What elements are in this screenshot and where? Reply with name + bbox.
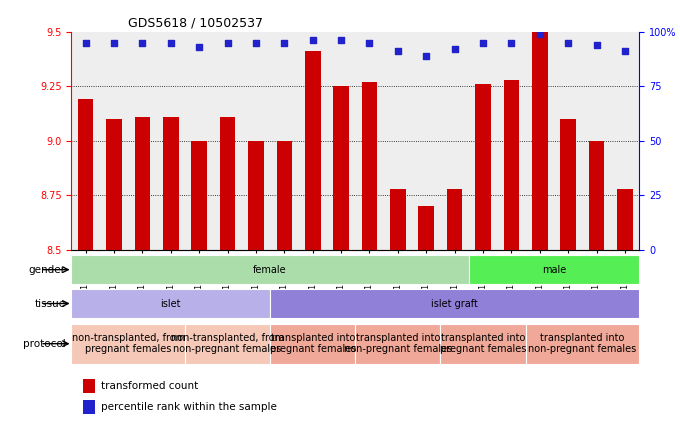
Bar <box>163 117 179 250</box>
Bar <box>333 86 349 250</box>
Text: protocol: protocol <box>23 339 66 349</box>
Text: gender: gender <box>29 265 66 275</box>
Bar <box>248 140 264 250</box>
Text: transformed count: transformed count <box>101 381 198 391</box>
Text: transplanted into
non-pregnant females: transplanted into non-pregnant females <box>528 333 636 354</box>
Point <box>619 48 630 55</box>
Bar <box>589 140 605 250</box>
Text: islet: islet <box>160 299 181 308</box>
Bar <box>106 119 122 250</box>
Point <box>506 39 517 46</box>
Bar <box>355 324 441 364</box>
Text: non-transplanted, from
pregnant females: non-transplanted, from pregnant females <box>71 333 185 354</box>
Point <box>364 39 375 46</box>
Point <box>563 39 574 46</box>
Bar <box>135 117 150 250</box>
Bar <box>504 80 520 250</box>
Bar <box>270 289 639 318</box>
Point <box>137 39 148 46</box>
Point <box>250 39 261 46</box>
Bar <box>270 324 355 364</box>
Bar <box>78 99 93 250</box>
Point <box>591 41 602 48</box>
Text: non-transplanted, from
non-pregnant females: non-transplanted, from non-pregnant fema… <box>171 333 284 354</box>
Point <box>194 44 205 50</box>
Bar <box>277 140 292 250</box>
Bar <box>469 255 639 284</box>
Text: islet graft: islet graft <box>431 299 478 308</box>
Bar <box>71 324 185 364</box>
Bar <box>390 189 406 250</box>
Bar <box>83 400 95 414</box>
Point <box>165 39 176 46</box>
Bar <box>191 140 207 250</box>
Text: female: female <box>254 265 287 275</box>
Bar <box>447 189 462 250</box>
Bar <box>185 324 270 364</box>
Bar <box>71 289 270 318</box>
Bar <box>418 206 434 250</box>
Bar <box>475 84 491 250</box>
Point <box>222 39 233 46</box>
Bar <box>617 189 633 250</box>
Bar <box>532 32 547 250</box>
Point <box>80 39 91 46</box>
Bar <box>560 119 576 250</box>
Point <box>421 52 432 59</box>
Text: male: male <box>542 265 566 275</box>
Text: transplanted into
pregnant females: transplanted into pregnant females <box>440 333 526 354</box>
Bar <box>441 324 526 364</box>
Point <box>279 39 290 46</box>
Bar <box>526 324 639 364</box>
Point <box>109 39 120 46</box>
Point <box>392 48 403 55</box>
Bar <box>83 379 95 393</box>
Text: tissue: tissue <box>35 299 66 308</box>
Bar <box>71 255 469 284</box>
Point <box>307 37 318 44</box>
Point <box>534 30 545 37</box>
Point <box>477 39 488 46</box>
Text: transplanted into
non-pregnant females: transplanted into non-pregnant females <box>344 333 452 354</box>
Point <box>449 46 460 52</box>
Text: transplanted into
pregnant females: transplanted into pregnant females <box>269 333 356 354</box>
Bar <box>305 51 320 250</box>
Text: GDS5618 / 10502537: GDS5618 / 10502537 <box>128 16 263 29</box>
Bar <box>220 117 235 250</box>
Bar <box>362 82 377 250</box>
Text: percentile rank within the sample: percentile rank within the sample <box>101 402 277 412</box>
Point <box>336 37 347 44</box>
